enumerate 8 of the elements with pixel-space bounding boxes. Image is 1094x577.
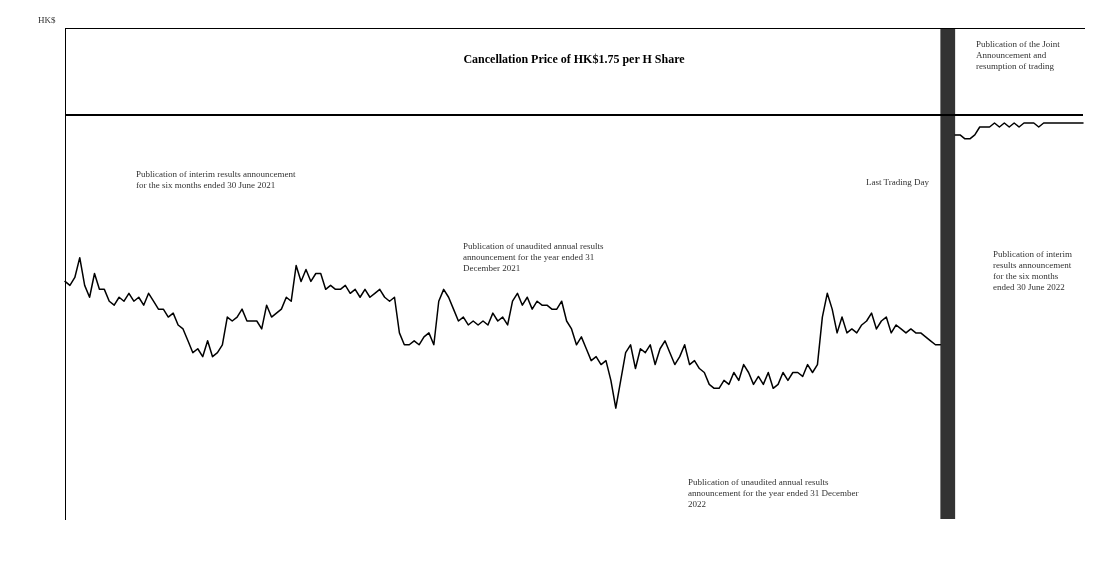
annotation: Publication of interim results announcement for the six months ended 30 June 2021 <box>136 168 298 190</box>
annotation: Publication of interim results announcement for the six months ended 30 June 2022 <box>993 248 1075 292</box>
ref-line-label: Cancellation Price of HK$1.75 per H Share <box>463 52 686 67</box>
text: Publication of the Joint Announcement and resumption of trading <box>976 38 1062 71</box>
annotation: Publication of unaudited annual results announcement for the year ended 31 December 2022 <box>688 476 861 509</box>
annotation: Publication of unaudited annual results announcement for the year ended 31 December 2021 <box>463 240 606 273</box>
text: HK$ <box>38 14 56 25</box>
annotation: Last Trading Day <box>866 176 930 187</box>
